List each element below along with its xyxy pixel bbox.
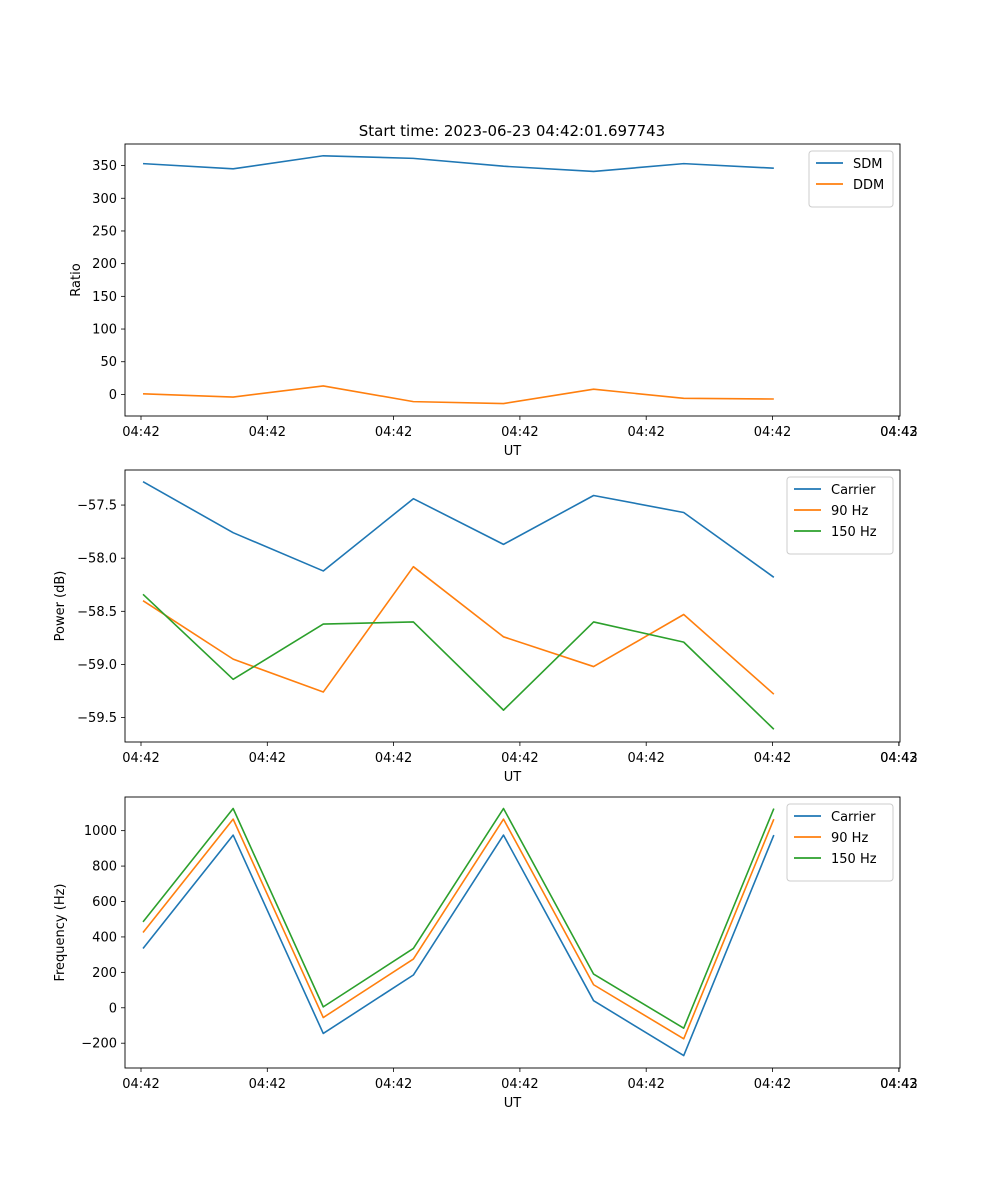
x-tick-label: 04:42 [627,425,664,440]
x-axis-label: UT [504,444,522,459]
y-tick-label: 200 [92,257,117,272]
legend-label: 90 Hz [831,504,868,519]
y-tick-label: −58.5 [77,605,117,620]
x-tick-label: 04:43 [880,1077,917,1092]
y-axis-label: Ratio [69,263,84,296]
x-tick-label: 04:42 [122,425,159,440]
series-line-ddm [142,385,774,405]
x-tick-label: 04:42 [501,1077,538,1092]
y-tick-label: −57.5 [77,499,117,514]
y-tick-label: 350 [92,159,117,174]
y-tick-label: −59.5 [77,711,117,726]
x-tick-label: 04:42 [122,751,159,766]
legend-label: SDM [853,157,882,172]
power-panel: 04:42 04:42 04:42 04:42 04:42 04:42 04:4204:43… [53,469,918,785]
y-tick-label: 100 [92,323,117,338]
y-tick-label: −59.0 [77,658,117,673]
legend-label: 150 Hz [831,525,877,540]
x-tick-label: 04:42 [249,1077,286,1092]
axes-frame [124,796,901,1069]
x-tick-label: 04:43 [880,425,917,440]
x-axis-label: UT [504,770,522,785]
y-tick-label: 800 [92,860,117,875]
legend-box [808,150,894,208]
y-tick-label: 1000 [84,824,117,839]
y-axis-label: Frequency (Hz) [53,883,68,981]
y-tick-label: 600 [92,895,117,910]
y-tick-label: 0 [109,1001,117,1016]
x-tick-label: 04:42 [627,751,664,766]
legend: Carrier 90 Hz 150 Hz [786,803,894,882]
legend-label: DDM [853,178,884,193]
x-axis-label: UT [504,1096,522,1111]
axes-frame [124,143,901,417]
y-tick-label: 50 [100,355,117,370]
y-axis-label: Power (dB) [53,571,68,642]
series-line-carrier [142,480,775,578]
y-tick-label: 150 [92,290,117,305]
legend-label: Carrier [831,483,876,498]
x-tick-label: 04:42 [375,751,412,766]
x-tick-label: 04:42 [501,425,538,440]
figure-title: Start time: 2023-06-23 04:42:01.697743 [359,122,665,140]
legend-label: 150 Hz [831,852,877,867]
x-tick-label: 04:42 [375,1077,412,1092]
series-line-150-hz [142,593,775,730]
y-tick-label: 400 [92,930,117,945]
x-tick-label: 04:42 [880,751,917,766]
y-tick-label: 300 [92,192,117,207]
x-tick-label: 04:42 [627,1077,664,1092]
series-line-90-hz [142,818,775,1040]
x-tick-label: 04:42 [249,751,286,766]
y-tick-label: −58.0 [77,552,117,567]
legend: Carrier 90 Hz 150 Hz [786,476,894,555]
legend: SDM DDM [808,150,894,208]
x-tick-label: 04:42 [501,751,538,766]
ratio-panel: 04:42 04:42 04:42 04:42 04:42 04:42 04:4204:43… [69,143,918,459]
series-line-sdm [142,154,774,173]
series-line-carrier [142,834,775,1057]
series-line-150-hz [142,807,775,1029]
x-tick-label: 04:42 [754,425,791,440]
legend-label: 90 Hz [831,831,868,846]
x-tick-label: 04:42 [375,425,412,440]
x-tick-label: 04:42 [122,1077,159,1092]
frequency-panel: 04:42 04:42 04:42 04:42 04:42 04:42 04:4204:43… [53,796,918,1111]
y-tick-label: 200 [92,966,117,981]
legend-box [786,803,894,882]
x-tick-label: 04:42 [880,425,917,440]
series-line-90-hz [142,565,775,695]
x-tick-label: 04:42 [249,425,286,440]
legend-label: Carrier [831,810,876,825]
x-tick-label: 04:42 [754,751,791,766]
axes-frame [124,469,901,743]
y-tick-label: 250 [92,224,117,239]
y-tick-label: 0 [109,388,117,403]
x-tick-label: 04:42 [880,1077,917,1092]
x-tick-label: 04:43 [880,751,917,766]
y-tick-label: −200 [81,1037,117,1052]
x-tick-label: 04:42 [754,1077,791,1092]
legend-box [786,476,894,555]
